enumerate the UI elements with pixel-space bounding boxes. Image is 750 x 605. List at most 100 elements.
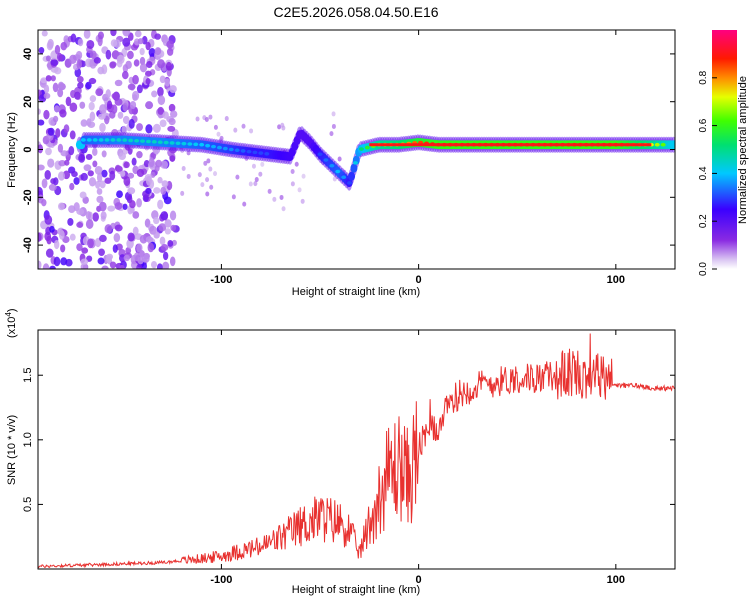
spectrogram-noise-cell [89, 50, 97, 59]
spectrogram-noise-cell [54, 44, 61, 55]
spectrogram-ridge-peak [341, 175, 347, 180]
snr-axes: -100 0 100 0.5 1.0 1.5 [22, 330, 675, 586]
spectrogram-noise-cell [242, 201, 247, 207]
spectrogram-noise-cell [160, 211, 169, 221]
spectrogram-ridge-peak [335, 169, 341, 174]
spectrogram-noise-cell [137, 38, 144, 45]
spectrogram-noise-cell [169, 256, 176, 267]
spectrogram-axes: -100 0 100 -40 -20 0 20 40 [22, 30, 675, 286]
spectrogram-noise-cell [181, 166, 186, 172]
spectrogram-ridge-peak [187, 142, 193, 146]
spectrogram-noise-cell [136, 123, 143, 132]
snr-xtick-label: 100 [607, 574, 625, 586]
spectrogram-noise-cell [128, 118, 135, 129]
spectrogram-noise-cell [88, 77, 97, 85]
spectrogram-noise-cell [80, 263, 88, 269]
spectrogram-noise-cell [57, 202, 65, 211]
spectrogram-noise-cell [134, 30, 142, 38]
spectrogram-noise-cell [80, 258, 89, 265]
spectrogram-xtick-label: 0 [416, 274, 422, 286]
spectrogram-noise-cell [101, 169, 108, 178]
spectrogram-ytick-label: 0 [22, 146, 34, 152]
spectrogram-noise-cell [290, 181, 295, 187]
spectrogram-noise-cell [96, 172, 103, 183]
spectrogram-noise-cell [53, 177, 59, 186]
spectrogram-noise-cell [85, 81, 92, 90]
spectrogram-noise-cell [107, 205, 116, 212]
spectrogram-ridge-peak [193, 142, 199, 147]
spectrogram-noise-cell [97, 113, 106, 120]
spectrogram-ridge-peak [116, 138, 122, 142]
colorbar-tick-label: 0.6 [698, 118, 709, 132]
spectrogram-ridge-peak [205, 143, 211, 148]
spectrogram-noise-cell [41, 199, 47, 207]
spectrogram-noise-cell [79, 101, 86, 109]
spectrogram-noise-cell [57, 143, 64, 153]
spectrogram-noise-cell [164, 78, 171, 87]
spectrogram-noise-cell [159, 236, 166, 246]
spectrogram-noise-cell [76, 59, 83, 70]
spectrogram-noise-cell [86, 39, 95, 50]
spectrogram-noise-cell [38, 164, 45, 171]
spectrogram-noise-cell [154, 33, 161, 40]
spectrogram-noise-cell [114, 165, 123, 172]
spectrogram-noise-cell [110, 30, 117, 37]
spectrogram-ridge-peak [122, 138, 128, 142]
spectrogram-noise-cell [83, 30, 91, 39]
spectrogram-noise-cell [127, 232, 135, 242]
spectrogram-noise-cell [93, 57, 101, 64]
spectrogram-noise-cell [136, 243, 143, 253]
spectrogram-noise-cell [254, 177, 259, 183]
colorbar-tick-label: 0.4 [698, 166, 709, 180]
spectrogram-ridge-peak [234, 148, 240, 153]
spectrogram-noise-cell [152, 123, 161, 133]
spectrogram-noise-cell [132, 90, 140, 101]
spectrogram-noise-cell [109, 261, 117, 269]
spectrogram-noise-cell [260, 161, 265, 167]
spectrogram-ridge-peak [240, 149, 246, 153]
spectrogram-noise-cell [171, 239, 177, 246]
spectrogram-noise-cell [58, 160, 67, 167]
spectrogram-noise-cell [67, 218, 74, 226]
spectrogram-plot-area [38, 30, 675, 269]
spectrogram-noise-cell [216, 131, 221, 137]
spectrogram-noise-cell [85, 219, 94, 229]
spectrogram-noise-cell [64, 159, 70, 166]
spectrogram-noise-cell [45, 248, 54, 258]
spectrogram-noise-cell [43, 84, 50, 94]
spectrogram-noise-cell [337, 156, 342, 162]
spectrogram-noise-cell [139, 234, 148, 244]
spectrogram-noise-cell [87, 170, 94, 177]
spectrogram-noise-cell [208, 114, 213, 120]
spectrogram-noise-cell [133, 252, 140, 262]
spectrogram-noise-cell [52, 115, 59, 123]
spectrogram-ytick-label: 20 [22, 96, 34, 108]
spectrogram-noise-cell [277, 124, 282, 130]
spectrogram-noise-cell [68, 205, 76, 214]
spectrogram-noise-cell [127, 83, 136, 90]
spectrogram-noise-cell [57, 171, 66, 181]
spectrogram-ridge-cell [669, 140, 675, 150]
spectrogram-noise-cell [145, 236, 154, 243]
spectrogram-noise-cell [48, 183, 57, 191]
spectrogram-noise-cell [180, 190, 185, 196]
spectrogram-noise-cell [329, 131, 334, 137]
snr-ytick-label: 1.0 [22, 432, 34, 447]
spectrogram-noise-cell [200, 182, 205, 188]
spectrogram-noise-cell [106, 100, 113, 110]
spectrogram-noise-cell [213, 124, 218, 130]
spectrogram-noise-cell [139, 62, 148, 73]
spectrogram-panel: -100 0 100 -40 -20 0 20 40 Height of straight l… [6, 29, 676, 298]
spectrogram-noise-cell [99, 234, 107, 243]
spectrogram-noise-cell [85, 153, 93, 160]
snr-series-line [38, 333, 675, 569]
spectrogram-ridge-peak [151, 140, 157, 144]
spectrogram-noise-cell [60, 41, 68, 51]
spectrogram-noise-cell [281, 206, 286, 212]
spectrogram-noise-cell [68, 145, 75, 156]
spectrogram-noise-cell [45, 147, 52, 156]
spectrogram-noise-cell [169, 210, 177, 221]
spectrogram-noise-cell [168, 118, 176, 126]
spectrogram-noise-cell [160, 243, 169, 252]
spectrogram-noise-cell [59, 109, 67, 118]
